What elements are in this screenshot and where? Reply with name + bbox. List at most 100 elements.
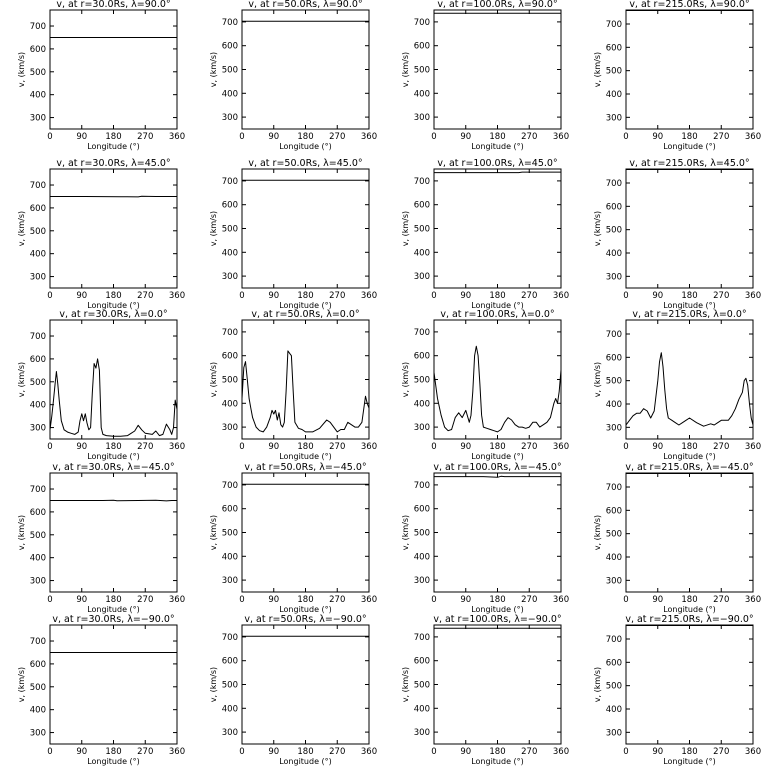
- y-tick-label: 400: [414, 89, 430, 99]
- series-line: [50, 499, 177, 502]
- x-tick-label: 0: [47, 747, 52, 757]
- y-axis-label: v, (km/s): [593, 515, 602, 550]
- y-axis-label: v, (km/s): [401, 52, 410, 87]
- y-tick-label: 500: [30, 531, 46, 541]
- x-tick-label: 360: [169, 595, 185, 605]
- chart-title: v, at r=30.0Rs, λ=45.0°: [56, 158, 170, 169]
- series-line: [433, 345, 562, 433]
- chart-panel: v, at r=215.0Rs, λ=−90.0° 0 90 180 270 360 300…: [593, 614, 761, 766]
- y-tick-label: 700: [30, 332, 46, 342]
- x-tick-label: 270: [521, 747, 537, 757]
- x-tick-label: 180: [681, 291, 697, 301]
- plot-frame: [241, 319, 370, 440]
- chart-title: v, at r=100.0Rs, λ=90.0°: [437, 0, 557, 10]
- x-tick-label: 90: [652, 132, 663, 142]
- x-tick-label: 90: [460, 595, 471, 605]
- x-tick-label: 0: [47, 595, 52, 605]
- y-tick-label: 600: [30, 204, 46, 214]
- y-tick-label: 600: [414, 201, 430, 211]
- x-tick-label: 270: [521, 442, 537, 452]
- y-tick-label: 400: [30, 554, 46, 564]
- x-tick-label: 180: [681, 132, 697, 142]
- x-tick-label: 360: [169, 132, 185, 142]
- chart-panel: v, at r=30.0Rs, λ=90.0° 0 90 180 270 360 300 40…: [17, 0, 185, 151]
- chart-panel: v, at r=215.0Rs, λ=90.0° 0 90 180 270 360 300 4…: [593, 0, 761, 151]
- y-axis-label: v, (km/s): [17, 515, 26, 550]
- y-axis-label: v, (km/s): [209, 211, 218, 246]
- y-axis-label: v, (km/s): [209, 362, 218, 397]
- y-axis-label: v, (km/s): [401, 515, 410, 550]
- x-tick-label: 180: [105, 442, 121, 452]
- x-tick-label: 90: [652, 442, 663, 452]
- y-tick-label: 700: [606, 635, 622, 645]
- x-axis-label: Longitude (°): [663, 452, 716, 461]
- y-tick-label: 500: [414, 376, 430, 386]
- x-axis-label: Longitude (°): [279, 142, 332, 151]
- y-tick-label: 700: [30, 22, 46, 32]
- x-tick-label: 270: [713, 132, 729, 142]
- chart-panel: v, at r=30.0Rs, λ=−90.0° 0 90 180 270 360 300 4…: [17, 614, 185, 766]
- x-tick-label: 0: [623, 291, 628, 301]
- x-tick-label: 270: [329, 291, 345, 301]
- series-line: [434, 171, 561, 174]
- y-tick-label: 300: [606, 576, 622, 586]
- y-tick-label: 400: [414, 704, 430, 714]
- chart-title: v, at r=50.0Rs, λ=−90.0°: [244, 614, 366, 625]
- x-tick-label: 360: [361, 291, 377, 301]
- y-tick-label: 500: [222, 66, 238, 76]
- y-tick-label: 400: [414, 248, 430, 258]
- x-tick-label: 360: [169, 442, 185, 452]
- chart-title: v, at r=215.0Rs, λ=0.0°: [632, 309, 746, 320]
- x-tick-label: 0: [431, 442, 436, 452]
- y-tick-label: 300: [606, 272, 622, 282]
- chart-title: v, at r=30.0Rs, λ=90.0°: [56, 0, 170, 10]
- y-tick-label: 500: [606, 67, 622, 77]
- y-tick-label: 700: [222, 633, 238, 643]
- x-tick-label: 360: [169, 747, 185, 757]
- y-tick-label: 600: [30, 45, 46, 55]
- x-axis-label: Longitude (°): [279, 301, 332, 310]
- y-tick-label: 700: [30, 637, 46, 647]
- y-tick-label: 300: [414, 113, 430, 123]
- x-tick-label: 360: [553, 595, 569, 605]
- x-axis-label: Longitude (°): [471, 301, 524, 310]
- y-tick-label: 600: [30, 355, 46, 365]
- chart-title: v, at r=215.0Rs, λ=−90.0°: [625, 614, 753, 625]
- y-tick-label: 400: [222, 89, 238, 99]
- x-axis-label: Longitude (°): [663, 301, 716, 310]
- y-tick-label: 400: [222, 704, 238, 714]
- x-tick-label: 0: [623, 442, 628, 452]
- y-tick-label: 300: [30, 424, 46, 434]
- y-axis-label: v, (km/s): [17, 211, 26, 246]
- x-tick-label: 90: [76, 595, 87, 605]
- chart-panel: v, at r=50.0Rs, λ=−90.0° 0 90 180 270 360 300 4…: [209, 614, 377, 766]
- y-tick-label: 400: [222, 552, 238, 562]
- x-tick-label: 90: [652, 747, 663, 757]
- x-tick-label: 270: [137, 747, 153, 757]
- y-tick-label: 600: [414, 42, 430, 52]
- y-tick-label: 300: [414, 728, 430, 738]
- x-tick-label: 0: [431, 747, 436, 757]
- x-tick-label: 0: [431, 291, 436, 301]
- x-tick-label: 0: [431, 132, 436, 142]
- chart-panel: v, at r=100.0Rs, λ=−90.0° 0 90 180 270 360 300…: [401, 614, 569, 766]
- x-tick-label: 0: [47, 132, 52, 142]
- x-tick-label: 180: [489, 442, 505, 452]
- x-axis-label: Longitude (°): [279, 757, 332, 766]
- y-tick-label: 300: [222, 576, 238, 586]
- x-tick-label: 180: [489, 747, 505, 757]
- y-tick-label: 600: [606, 506, 622, 516]
- chart-title: v, at r=100.0Rs, λ=−45.0°: [433, 462, 561, 473]
- y-tick-label: 600: [606, 43, 622, 53]
- x-tick-label: 180: [105, 291, 121, 301]
- plot-frame: [241, 168, 370, 289]
- x-tick-label: 360: [169, 291, 185, 301]
- x-tick-label: 270: [329, 747, 345, 757]
- y-tick-label: 500: [30, 68, 46, 78]
- chart-panel: v, at r=100.0Rs, λ=0.0° 0 90 180 270 360 300 40…: [401, 309, 569, 461]
- y-tick-label: 500: [222, 681, 238, 691]
- plot-frame: [625, 319, 754, 440]
- y-tick-label: 600: [222, 352, 238, 362]
- plot-frame: [49, 319, 178, 440]
